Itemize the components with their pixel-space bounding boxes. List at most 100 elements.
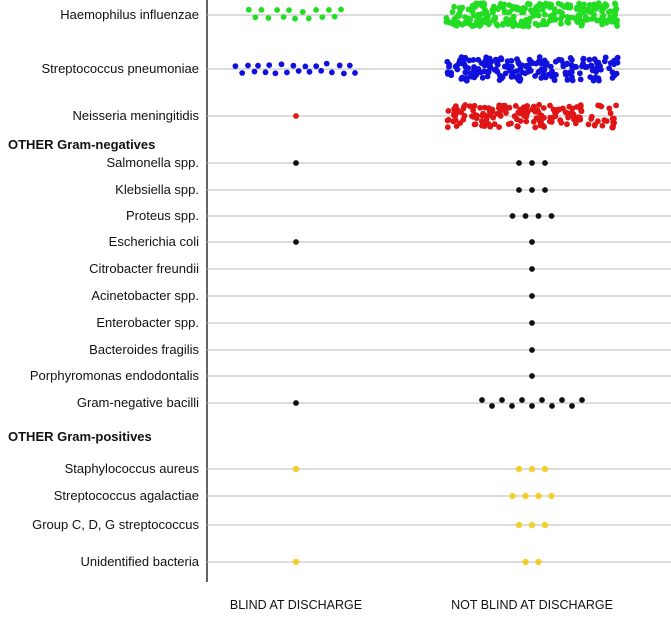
data-point — [467, 103, 473, 110]
data-point — [549, 403, 555, 409]
data-point — [535, 213, 542, 219]
data-point — [565, 4, 572, 11]
data-point — [306, 68, 313, 75]
row-label: Acinetobacter spp. — [91, 288, 199, 303]
data-point — [536, 68, 543, 75]
data-point — [508, 74, 515, 80]
data-point — [579, 397, 585, 403]
data-point — [582, 64, 589, 71]
data-point — [609, 115, 616, 122]
data-point — [563, 109, 570, 116]
data-point — [559, 397, 565, 403]
data-point — [550, 106, 557, 113]
data-point — [529, 160, 535, 166]
data-point — [574, 19, 581, 25]
data-point — [542, 160, 548, 166]
data-point — [462, 19, 469, 26]
data-point — [547, 13, 554, 20]
data-point — [526, 15, 533, 22]
data-point — [558, 57, 565, 63]
data-point — [293, 400, 299, 406]
data-point — [605, 9, 612, 15]
data-point — [509, 403, 515, 409]
data-point — [610, 122, 617, 129]
column-label-blind: BLIND AT DISCHARGE — [230, 598, 362, 612]
data-point — [555, 0, 562, 7]
data-point — [451, 3, 458, 10]
data-point — [522, 492, 529, 500]
data-point — [548, 492, 555, 500]
data-point — [445, 71, 451, 77]
data-point — [245, 62, 251, 69]
data-point — [528, 465, 536, 473]
data-point — [606, 105, 613, 112]
data-point — [525, 0, 531, 7]
data-point — [445, 108, 452, 114]
data-point — [546, 18, 553, 24]
data-point — [245, 6, 252, 13]
data-point — [598, 103, 605, 110]
data-point — [470, 114, 477, 120]
data-point — [239, 70, 246, 76]
data-point — [507, 19, 513, 26]
data-point — [504, 58, 511, 65]
data-point — [506, 104, 513, 111]
data-point — [484, 73, 491, 80]
data-point — [444, 124, 451, 131]
data-point — [551, 6, 558, 12]
data-point — [611, 57, 617, 64]
data-point — [529, 8, 535, 15]
data-point — [515, 465, 523, 473]
row-label: Escherichia coli — [109, 234, 199, 249]
column-label-not-blind: NOT BLIND AT DISCHARGE — [451, 598, 613, 612]
data-point — [500, 21, 507, 27]
data-point — [501, 1, 508, 8]
data-point — [274, 7, 280, 13]
data-point — [476, 23, 483, 29]
data-point — [530, 103, 537, 110]
data-point — [535, 558, 542, 566]
data-point — [477, 104, 483, 111]
data-point — [517, 106, 524, 113]
row-label: Porphyromonas endodontalis — [30, 368, 200, 383]
data-point — [522, 213, 529, 219]
data-point — [558, 15, 564, 22]
data-point — [305, 15, 312, 22]
data-point — [549, 68, 555, 75]
data-point — [456, 5, 463, 11]
data-point — [480, 0, 487, 6]
data-point — [588, 116, 595, 122]
data-point — [451, 16, 458, 23]
data-point — [564, 77, 571, 83]
data-point — [292, 465, 300, 473]
data-point — [540, 71, 547, 77]
data-point — [535, 492, 542, 500]
data-point — [331, 13, 338, 20]
data-point — [491, 15, 498, 22]
data-point — [576, 5, 583, 12]
data-point — [471, 102, 478, 109]
data-point — [529, 403, 535, 409]
data-point — [293, 113, 299, 119]
data-point — [510, 69, 516, 76]
data-point — [569, 105, 576, 112]
data-point — [538, 60, 545, 67]
data-point — [612, 11, 618, 18]
data-point — [592, 74, 599, 81]
data-point — [512, 103, 519, 109]
data-point — [467, 73, 474, 80]
data-point — [266, 62, 273, 68]
data-point — [529, 373, 535, 379]
data-point — [292, 558, 300, 566]
data-point — [542, 11, 548, 18]
data-point — [558, 20, 564, 27]
row-label: Group C, D, G streptococcus — [32, 517, 199, 532]
data-point — [529, 187, 535, 193]
data-point — [609, 75, 616, 81]
data-point — [469, 23, 476, 29]
data-point — [529, 320, 535, 326]
data-point — [486, 62, 492, 69]
row-label: Staphylococcus aureus — [65, 461, 200, 476]
data-point — [528, 521, 536, 529]
